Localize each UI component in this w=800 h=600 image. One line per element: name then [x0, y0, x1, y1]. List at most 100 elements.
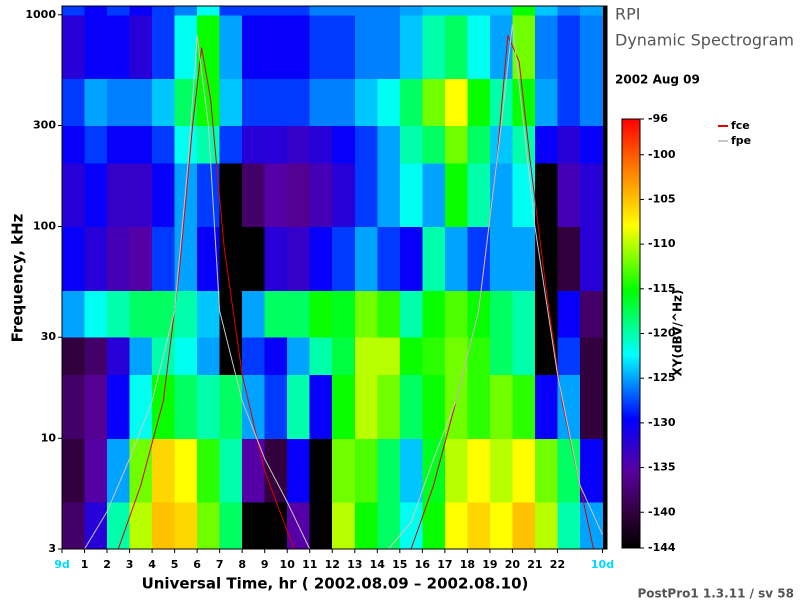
heatmap-cell [444, 337, 468, 376]
heatmap-cell [174, 502, 198, 550]
heatmap-cell [399, 6, 423, 16]
heatmap-cell [264, 162, 288, 228]
heatmap-cell [534, 438, 558, 503]
heatmap-cell [242, 337, 266, 376]
heatmap-cell [62, 337, 86, 376]
heatmap-cell [62, 438, 86, 503]
heatmap-cell [467, 337, 491, 376]
colorbar [621, 118, 641, 549]
heatmap-cell [174, 78, 198, 126]
heatmap-cell [332, 226, 356, 291]
x-tick-label: 15 [392, 558, 407, 571]
heatmap-cell [354, 78, 378, 126]
heatmap-cell [332, 438, 356, 503]
heatmap-cell [174, 438, 198, 503]
heatmap-cell [62, 226, 86, 291]
heatmap-cell [197, 337, 221, 376]
heatmap-cell [287, 14, 311, 80]
heatmap-cell [107, 337, 131, 376]
heatmap-cell [197, 6, 221, 16]
heatmap-cell [309, 502, 333, 550]
heatmap-cell [309, 374, 333, 439]
heatmap-cell [309, 6, 333, 16]
heatmap-cell [489, 502, 513, 550]
heatmap-cell [557, 6, 581, 16]
heatmap-cell [444, 162, 468, 228]
heatmap-cell [467, 226, 491, 291]
heatmap-cell [309, 438, 333, 503]
heatmap-cell [62, 374, 86, 439]
colorbar-tick-label: -100 [648, 148, 676, 161]
heatmap-cell [354, 125, 378, 164]
heatmap-cell [332, 14, 356, 80]
heatmap-cell [489, 162, 513, 228]
heatmap-cell [354, 438, 378, 503]
heatmap-cell [467, 438, 491, 503]
heatmap-cell [422, 502, 446, 550]
heatmap-cell [107, 438, 131, 503]
heatmap-cell [264, 78, 288, 126]
heatmap-cell [579, 226, 603, 291]
heatmap-cell [62, 14, 86, 80]
x-tick-label: 9 [261, 558, 269, 571]
heatmap-cell [444, 6, 468, 16]
heatmap-cell [62, 290, 86, 338]
heatmap-cell [242, 374, 266, 439]
heatmap-cell [264, 438, 288, 503]
heatmap-cell [219, 502, 243, 550]
heatmap-cell [287, 374, 311, 439]
colorbar-tick-label: -115 [648, 282, 676, 295]
heatmap-cell [197, 226, 221, 291]
colorbar-tick-label: -96 [648, 112, 668, 125]
heatmap-cell [354, 6, 378, 16]
heatmap-cell [444, 14, 468, 80]
heatmap-cell [174, 337, 198, 376]
heatmap-cell [354, 337, 378, 376]
heatmap-cell [557, 125, 581, 164]
heatmap-cell [377, 226, 401, 291]
heatmap-cell [422, 337, 446, 376]
heatmap-cell [332, 502, 356, 550]
x-tick-label: 11 [302, 558, 317, 571]
y-tick-label: 300 [33, 118, 56, 131]
heatmap-cell [309, 14, 333, 80]
heatmap-cell [489, 14, 513, 80]
heatmap-cell [62, 125, 86, 164]
heatmap-cell [444, 78, 468, 126]
legend-label: fce [731, 119, 750, 132]
heatmap-cell [152, 226, 176, 291]
plot-frame [61, 5, 608, 550]
heatmap-cell [174, 374, 198, 439]
heatmap-cell [467, 125, 491, 164]
heatmap-cell [287, 162, 311, 228]
x-tick-label: 8 [238, 558, 246, 571]
heatmap-cell [534, 14, 558, 80]
heatmap-cell [399, 78, 423, 126]
heatmap-cell [444, 438, 468, 503]
heatmap-cell [107, 290, 131, 338]
heatmap-cell [287, 78, 311, 126]
heatmap-cell [579, 337, 603, 376]
chart-subtitle: Dynamic Spectrogram [615, 31, 794, 50]
heatmap-cell [489, 6, 513, 16]
heatmap-cell [422, 374, 446, 439]
colorbar-tick-label: -125 [648, 371, 676, 384]
heatmap-cell [422, 125, 446, 164]
heatmap-cell [242, 438, 266, 503]
heatmap-cell [242, 502, 266, 550]
heatmap-cell [399, 374, 423, 439]
heatmap-cell [129, 14, 153, 80]
series-line [117, 35, 594, 550]
heatmap-cell [62, 502, 86, 550]
x-tick-label: 20 [505, 558, 521, 571]
x-tick-label: 18 [460, 558, 475, 571]
heatmap-cell [152, 78, 176, 126]
heatmap-cell [579, 438, 603, 503]
heatmap-cell [309, 226, 333, 291]
heatmap-cell [84, 14, 108, 80]
y-axis-label: Frequency, kHz [9, 213, 27, 342]
x-tick-label: 10 [280, 558, 296, 571]
heatmap-cell [264, 290, 288, 338]
heatmap-cell [84, 78, 108, 126]
